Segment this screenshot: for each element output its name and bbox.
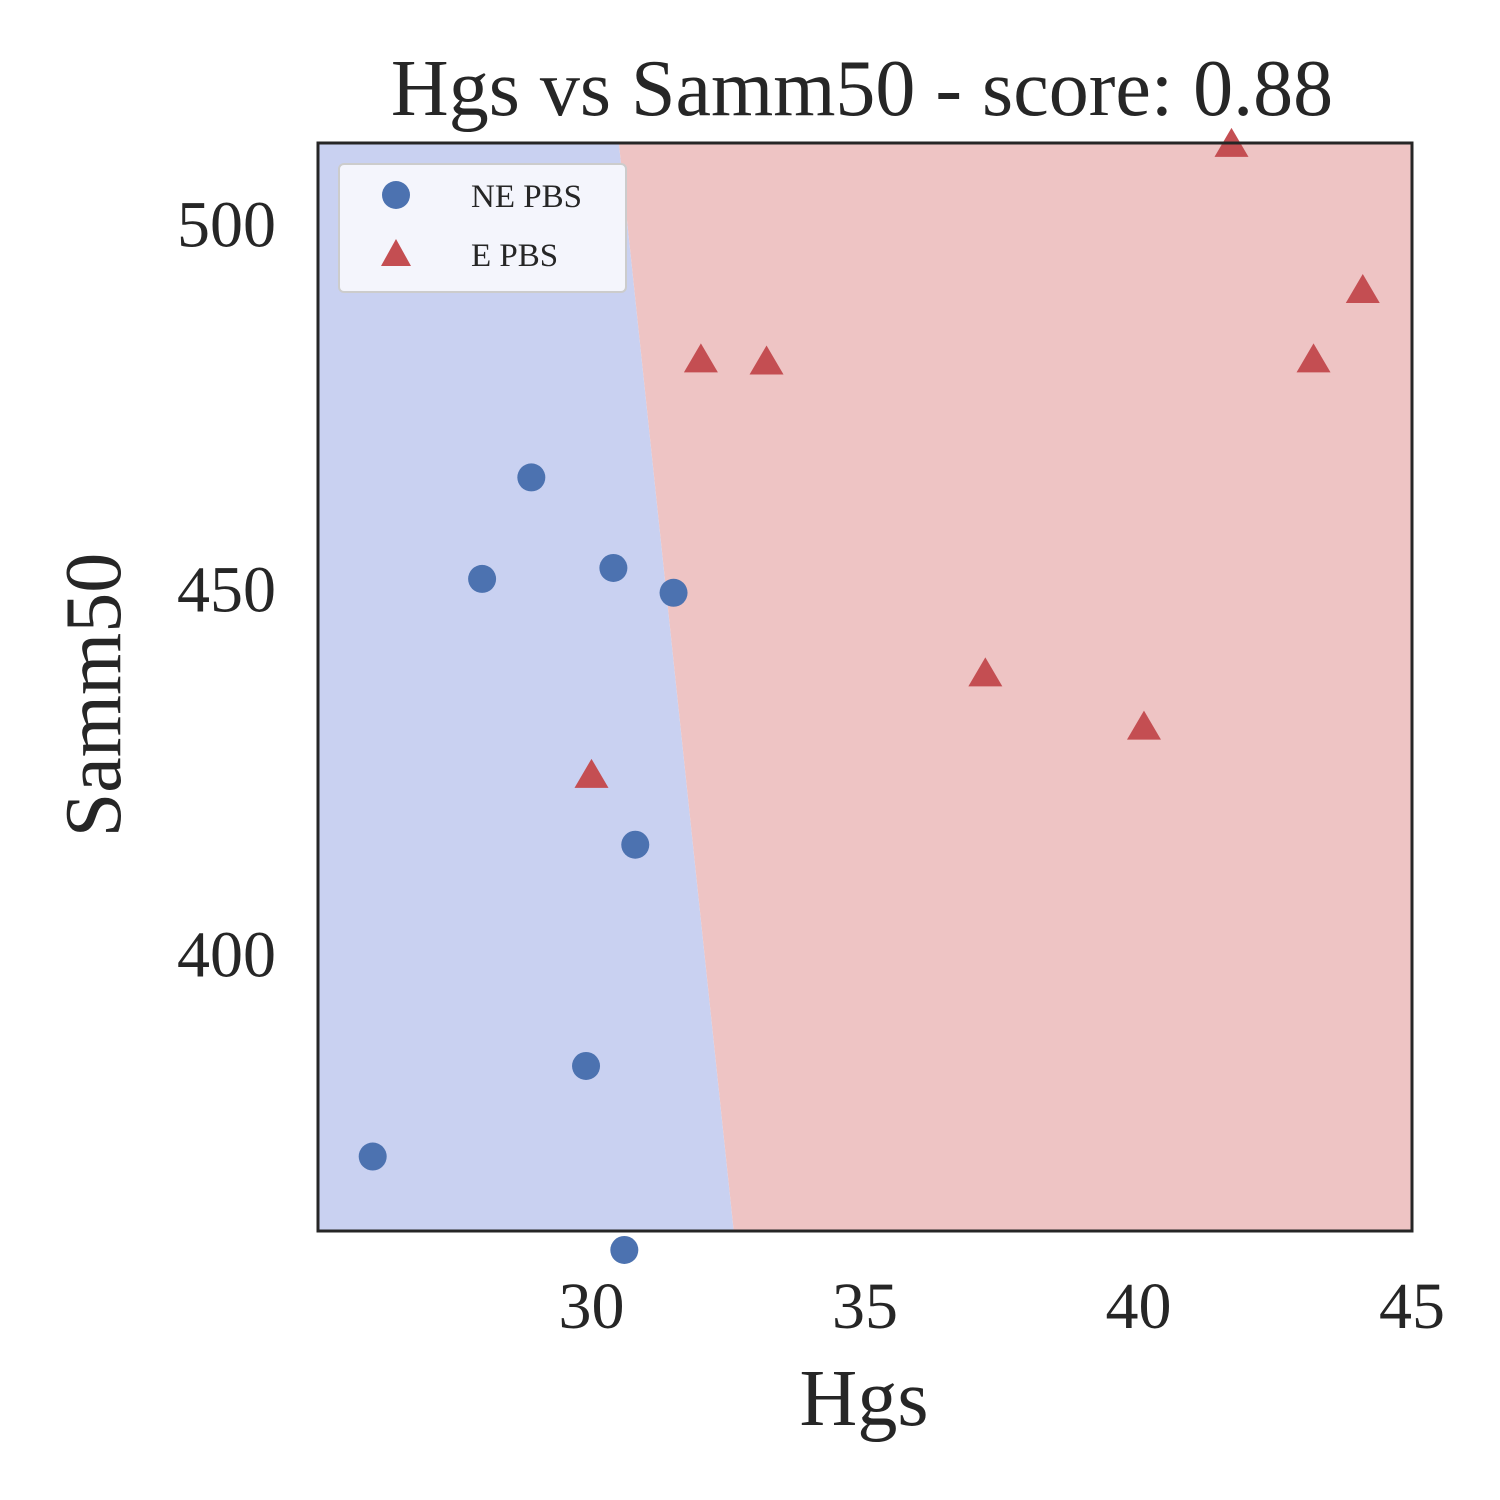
x-tick-label-30: 30 (559, 1270, 625, 1343)
legend-label-e-pbs: E PBS (471, 238, 558, 274)
legend-marker-circle (382, 181, 410, 209)
point-e-pbs-6 (1296, 343, 1331, 373)
x-tick-label-40: 40 (1106, 1270, 1172, 1343)
x-axis-label: Hgs (800, 1355, 929, 1443)
x-tick-label-45: 45 (1379, 1270, 1445, 1343)
y-axis-label: Samm50 (50, 553, 138, 837)
point-e-pbs-3 (968, 657, 1003, 687)
point-e-pbs-0 (574, 758, 609, 788)
point-ne-pbs-4 (599, 553, 628, 582)
y-tick-label-450: 450 (177, 553, 276, 626)
x-tick-label-35: 35 (832, 1270, 898, 1343)
legend-box (338, 163, 627, 293)
legend-label-ne-pbs: NE PBS (471, 179, 582, 215)
point-ne-pbs-7 (659, 578, 688, 607)
legend-marker-triangle (381, 239, 411, 266)
point-ne-pbs-2 (517, 463, 546, 492)
point-ne-pbs-1 (468, 564, 497, 593)
chart-title: Hgs vs Samm50 - score: 0.88 (391, 45, 1333, 133)
x-axis-ticks: 30 35 40 45 (559, 1270, 1446, 1343)
point-ne-pbs-6 (621, 830, 650, 859)
legend: NE PBS E PBS (338, 163, 627, 293)
point-e-pbs-2 (749, 345, 784, 375)
point-e-pbs-1 (683, 343, 718, 373)
region-ne-pbs (318, 143, 734, 1231)
y-tick-label-500: 500 (177, 188, 276, 261)
y-tick-label-400: 400 (177, 919, 276, 992)
point-ne-pbs-3 (572, 1051, 601, 1080)
point-e-pbs-4 (1126, 710, 1161, 740)
point-ne-pbs-0 (358, 1142, 387, 1171)
decision-regions (318, 143, 1412, 1231)
region-e-pbs (618, 143, 1412, 1231)
point-e-pbs-7 (1345, 273, 1380, 303)
plot-frame (316, 141, 1414, 1233)
data-points (358, 127, 1380, 1264)
point-ne-pbs-5 (610, 1235, 639, 1264)
y-axis-ticks: 400 450 500 (177, 188, 276, 991)
